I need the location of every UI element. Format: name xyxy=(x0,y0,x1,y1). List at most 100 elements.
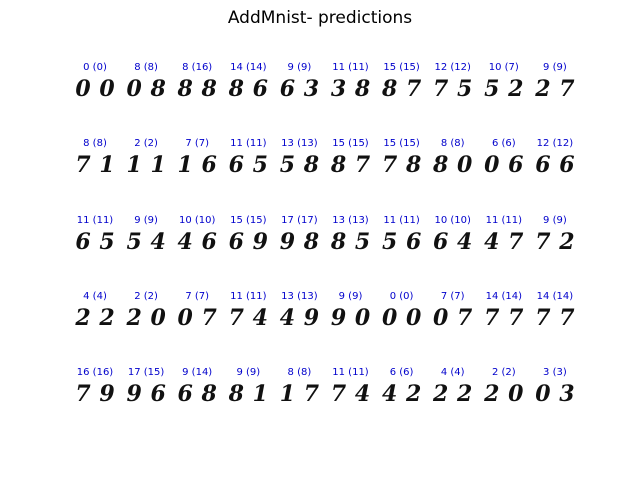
handwritten-digit: 1 xyxy=(279,381,296,408)
handwritten-digit: 2 xyxy=(99,304,115,331)
handwritten-digit: 6 xyxy=(201,228,217,255)
handwritten-digit: 5 xyxy=(126,228,142,255)
handwritten-digit: 8 xyxy=(201,381,217,408)
prediction-cell: 11 (11) 6 5 xyxy=(219,138,277,188)
prediction-label: 8 (8) xyxy=(287,367,312,379)
handwritten-digit: 0 xyxy=(484,152,500,179)
handwritten-digit: 8 xyxy=(330,152,347,179)
prediction-cell: 3 (3) 0 3 xyxy=(526,367,584,417)
handwritten-digit: 0 xyxy=(535,381,551,408)
handwritten-digit: 2 xyxy=(405,381,422,408)
prediction-cell: 7 (7) 0 7 xyxy=(424,291,482,341)
prediction-cell: 17 (17) 9 8 xyxy=(270,215,328,265)
prediction-label: 7 (7) xyxy=(185,138,210,150)
prediction-label: 11 (11) xyxy=(230,290,267,302)
prediction-label: 9 (9) xyxy=(236,367,261,379)
handwritten-digit: 5 xyxy=(484,76,500,102)
handwritten-digit: 5 xyxy=(457,76,473,102)
handwritten-digit: 9 xyxy=(279,228,296,255)
prediction-label: 9 (9) xyxy=(338,290,363,302)
handwritten-digit: 6 xyxy=(252,76,268,102)
handwritten-digit: 5 xyxy=(99,228,115,255)
handwritten-digit: 6 xyxy=(150,381,166,408)
handwritten-digit: 8 xyxy=(201,76,217,102)
prediction-cell: 9 (9) 8 1 xyxy=(219,367,277,417)
handwritten-digit: 8 xyxy=(177,76,193,102)
prediction-label: 7 (7) xyxy=(440,290,465,302)
prediction-cell: 2 (2) 2 0 xyxy=(475,367,533,417)
handwritten-digit: 2 xyxy=(457,381,473,408)
prediction-label: 2 (2) xyxy=(134,138,158,150)
handwritten-digit: 6 xyxy=(433,228,449,255)
handwritten-digit: 2 xyxy=(75,304,91,331)
prediction-label: 8 (8) xyxy=(440,138,465,150)
handwritten-digit: 4 xyxy=(484,228,500,255)
prediction-cell: 4 (4) 2 2 xyxy=(424,367,482,417)
prediction-cell: 11 (11) 7 4 xyxy=(322,367,380,417)
prediction-label: 3 (3) xyxy=(543,367,567,379)
handwritten-digit: 6 xyxy=(279,76,296,102)
prediction-cell: 6 (6) 4 2 xyxy=(373,367,431,417)
prediction-label: 13 (13) xyxy=(281,290,318,302)
handwritten-digit: 4 xyxy=(279,304,296,331)
handwritten-digit: 6 xyxy=(75,228,91,255)
prediction-cell: 8 (8) 0 8 xyxy=(117,62,175,112)
prediction-cell: 14 (14) 7 7 xyxy=(526,291,584,341)
handwritten-digit: 7 xyxy=(535,228,551,255)
prediction-cell: 11 (11) 7 4 xyxy=(219,291,277,341)
handwritten-digit: 3 xyxy=(330,76,347,102)
handwritten-digit: 7 xyxy=(535,304,551,331)
handwritten-digit: 7 xyxy=(405,76,422,102)
handwritten-digit: 0 xyxy=(381,304,398,331)
handwritten-digit: 8 xyxy=(433,152,449,179)
prediction-cell: 12 (12) 6 6 xyxy=(526,138,584,188)
handwritten-digit: 8 xyxy=(303,228,320,255)
handwritten-digit: 7 xyxy=(75,381,91,408)
handwritten-digit: 0 xyxy=(99,76,115,102)
prediction-label: 2 (2) xyxy=(134,290,158,302)
handwritten-digit: 5 xyxy=(252,152,268,179)
handwritten-digit: 4 xyxy=(177,228,193,255)
prediction-label: 9 (9) xyxy=(543,62,567,73)
handwritten-digit: 9 xyxy=(330,304,347,331)
prediction-label: 17 (15) xyxy=(127,367,165,379)
prediction-cell: 7 (7) 0 7 xyxy=(168,291,226,341)
prediction-cell: 9 (9) 2 7 xyxy=(526,62,584,112)
prediction-label: 11 (11) xyxy=(230,138,267,150)
prediction-cell: 7 (7) 1 6 xyxy=(168,138,226,188)
prediction-label: 8 (8) xyxy=(134,62,158,73)
handwritten-digit: 0 xyxy=(405,304,422,331)
prediction-label: 8 (8) xyxy=(83,138,107,150)
handwritten-digit: 2 xyxy=(484,381,500,408)
prediction-cell: 15 (15) 6 9 xyxy=(219,215,277,265)
handwritten-digit: 7 xyxy=(75,152,91,179)
handwritten-digit: 7 xyxy=(354,152,371,179)
prediction-cell: 2 (2) 1 1 xyxy=(117,138,175,188)
handwritten-digit: 8 xyxy=(405,152,422,179)
handwritten-digit: 3 xyxy=(303,76,320,102)
prediction-cell: 15 (15) 8 7 xyxy=(322,138,380,188)
prediction-label: 0 (0) xyxy=(83,62,107,73)
prediction-cell: 11 (11) 3 8 xyxy=(322,62,380,112)
handwritten-digit: 6 xyxy=(177,381,193,408)
prediction-label: 11 (11) xyxy=(76,214,114,226)
handwritten-digit: 0 xyxy=(354,304,371,331)
prediction-label: 6 (6) xyxy=(389,367,414,379)
